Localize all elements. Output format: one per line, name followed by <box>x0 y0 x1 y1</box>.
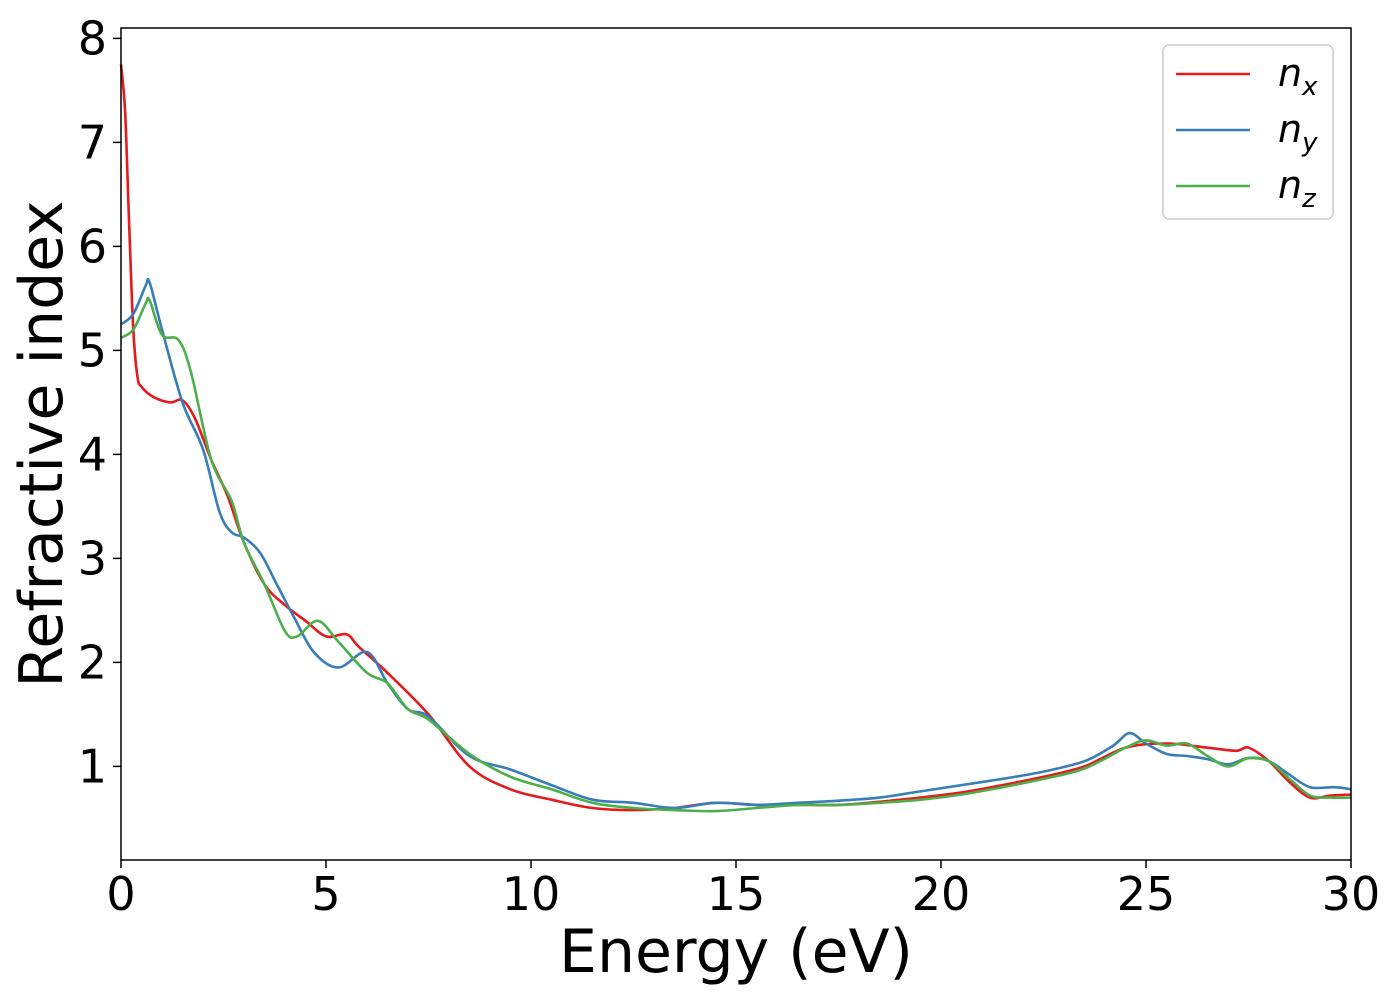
y-tick-label: 7 <box>78 115 107 169</box>
legend-label-z: nz <box>1278 163 1317 214</box>
x-tick-label: 10 <box>502 867 561 921</box>
y-tick-label: 4 <box>78 427 107 481</box>
legend-label-x: nx <box>1278 51 1318 102</box>
y-tick-label: 8 <box>78 11 107 65</box>
series-layer <box>119 64 1352 813</box>
x-axis-title: Energy (eV) <box>559 917 913 987</box>
y-axis-ticks: 1 2 3 4 5 6 7 8 <box>78 11 121 793</box>
y-tick-label: 1 <box>78 739 107 793</box>
series-line-z <box>120 296 1352 813</box>
legend-box <box>1162 44 1334 220</box>
y-tick-label: 2 <box>78 635 107 689</box>
y-tick-label: 3 <box>78 531 107 585</box>
y-tick-label: 6 <box>78 219 107 273</box>
x-tick-label: 20 <box>912 867 971 921</box>
x-tick-label: 30 <box>1322 867 1381 921</box>
y-tick-label: 5 <box>78 323 107 377</box>
y-axis-title: Refractive index <box>7 200 77 687</box>
series-line-y <box>120 277 1352 810</box>
plot-background <box>121 28 1351 860</box>
x-tick-label: 15 <box>707 867 766 921</box>
x-tick-label: 0 <box>106 867 135 921</box>
x-axis-ticks: 0 5 10 15 20 25 30 <box>106 860 1380 921</box>
legend-label-y: ny <box>1278 107 1318 158</box>
series-line-x <box>119 64 1352 812</box>
x-tick-label: 25 <box>1117 867 1176 921</box>
x-tick-label: 5 <box>311 867 340 921</box>
